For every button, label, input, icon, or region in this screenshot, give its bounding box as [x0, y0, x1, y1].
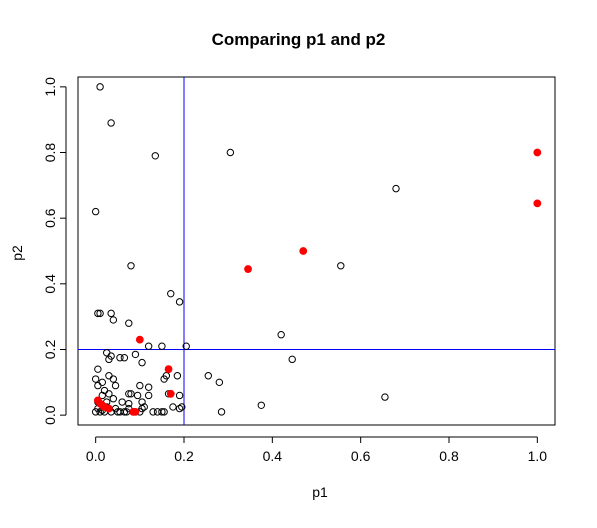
scatter-point-open	[125, 390, 133, 398]
scatter-point-open	[178, 403, 186, 411]
scatter-point-open	[94, 365, 102, 373]
scatter-point-open	[107, 309, 115, 318]
scatter-point-open	[337, 262, 345, 270]
y-axis-label-wrapper: p2	[2, 238, 32, 268]
scatter-point-open	[144, 391, 153, 400]
scatter-point-open	[381, 393, 389, 401]
y-tick-label: 1.0	[42, 77, 58, 97]
scatter-point-filled	[533, 199, 542, 208]
scatter-point-filled	[131, 407, 140, 416]
scatter-point-open	[127, 262, 135, 270]
scatter-point-open	[167, 289, 175, 298]
scatter-point-filled	[533, 148, 542, 157]
scatter-point-open	[173, 372, 182, 380]
x-axis-label: p1	[312, 484, 328, 500]
scatter-point-open	[125, 319, 133, 327]
scatter-point-open	[277, 331, 285, 339]
y-tick-label: 0.0	[42, 405, 58, 425]
scatter-point-open	[144, 383, 153, 391]
x-tick-label: 0.8	[439, 448, 459, 464]
scatter-point-open	[138, 358, 146, 367]
scatter-point-open	[257, 401, 265, 410]
scatter-point-open	[162, 372, 171, 380]
scatter-point-open	[136, 381, 144, 390]
scatter-point-filled	[244, 265, 252, 273]
scatter-point-open	[131, 350, 140, 359]
scatter-point-open	[109, 375, 118, 383]
scatter-point-open	[226, 148, 235, 157]
plot-border	[77, 76, 556, 426]
scatter-point-open	[215, 378, 224, 387]
x-tick-label: 0.6	[351, 448, 371, 464]
scatter-point-open	[105, 390, 113, 398]
scatter-point-open	[107, 352, 115, 360]
scatter-point-open	[98, 391, 106, 400]
y-axis-label: p2	[8, 245, 25, 261]
chart-title: Comparing p1 and p2	[211, 30, 386, 49]
scatter-point-open	[91, 207, 100, 216]
scatter-point-open	[94, 381, 102, 390]
scatter-point-open	[98, 378, 106, 387]
scatter-point-open	[138, 404, 146, 413]
scatter-point-open	[127, 390, 135, 398]
x-tick-label: 0.0	[86, 448, 106, 464]
scatter-point-open	[158, 408, 166, 416]
x-tick-label: 0.4	[263, 448, 283, 464]
y-tick-label: 0.4	[42, 274, 58, 294]
scatter-point-open	[160, 408, 168, 416]
scatter-point-open	[158, 342, 166, 350]
scatter-point-open	[96, 83, 104, 91]
scatter-point-open	[149, 408, 157, 416]
scatter-point-filled	[105, 404, 113, 413]
scatter-point-open	[116, 353, 124, 362]
scatter-point-open	[105, 372, 113, 380]
scatter-point-open	[103, 349, 111, 357]
x-tick-label: 1.0	[528, 448, 548, 464]
x-tick-label: 0.2	[174, 448, 194, 464]
scatter-point-open	[175, 404, 184, 413]
scatter-point-filled	[135, 335, 144, 344]
scatter-point-open	[96, 408, 104, 416]
scatter-point-open	[151, 152, 159, 160]
scatter-point-open	[120, 353, 129, 362]
scatter-point-open	[140, 403, 148, 411]
scatter-point-open	[204, 372, 212, 380]
scatter-point-open	[91, 375, 100, 383]
scatter-point-open	[109, 316, 118, 324]
y-tick-label: 0.2	[42, 340, 58, 360]
scatter-point-open	[144, 342, 153, 350]
scatter-point-open	[94, 309, 102, 318]
scatter-point-open	[125, 399, 133, 408]
scatter-point-open	[109, 395, 118, 403]
scatter-point-filled	[299, 247, 308, 255]
scatter-point-open	[217, 408, 226, 416]
scatter-point-open	[175, 298, 184, 306]
scatter-point-open	[96, 309, 104, 318]
scatter-point-open	[169, 403, 177, 411]
scatter-point-open	[392, 184, 400, 193]
scatter-point-open	[107, 119, 115, 127]
scatter-point-open	[182, 342, 190, 350]
scatter-point-open	[175, 391, 184, 400]
scatter-point-open	[288, 355, 296, 364]
scatter-point-open	[118, 398, 126, 406]
scatter-point-filled	[164, 365, 173, 374]
scatter-point-open	[133, 391, 142, 400]
y-tick-label: 0.6	[42, 208, 58, 228]
y-tick-label: 0.8	[42, 143, 58, 163]
scatter-point-open	[111, 381, 120, 390]
scatter-point-filled	[166, 389, 175, 398]
